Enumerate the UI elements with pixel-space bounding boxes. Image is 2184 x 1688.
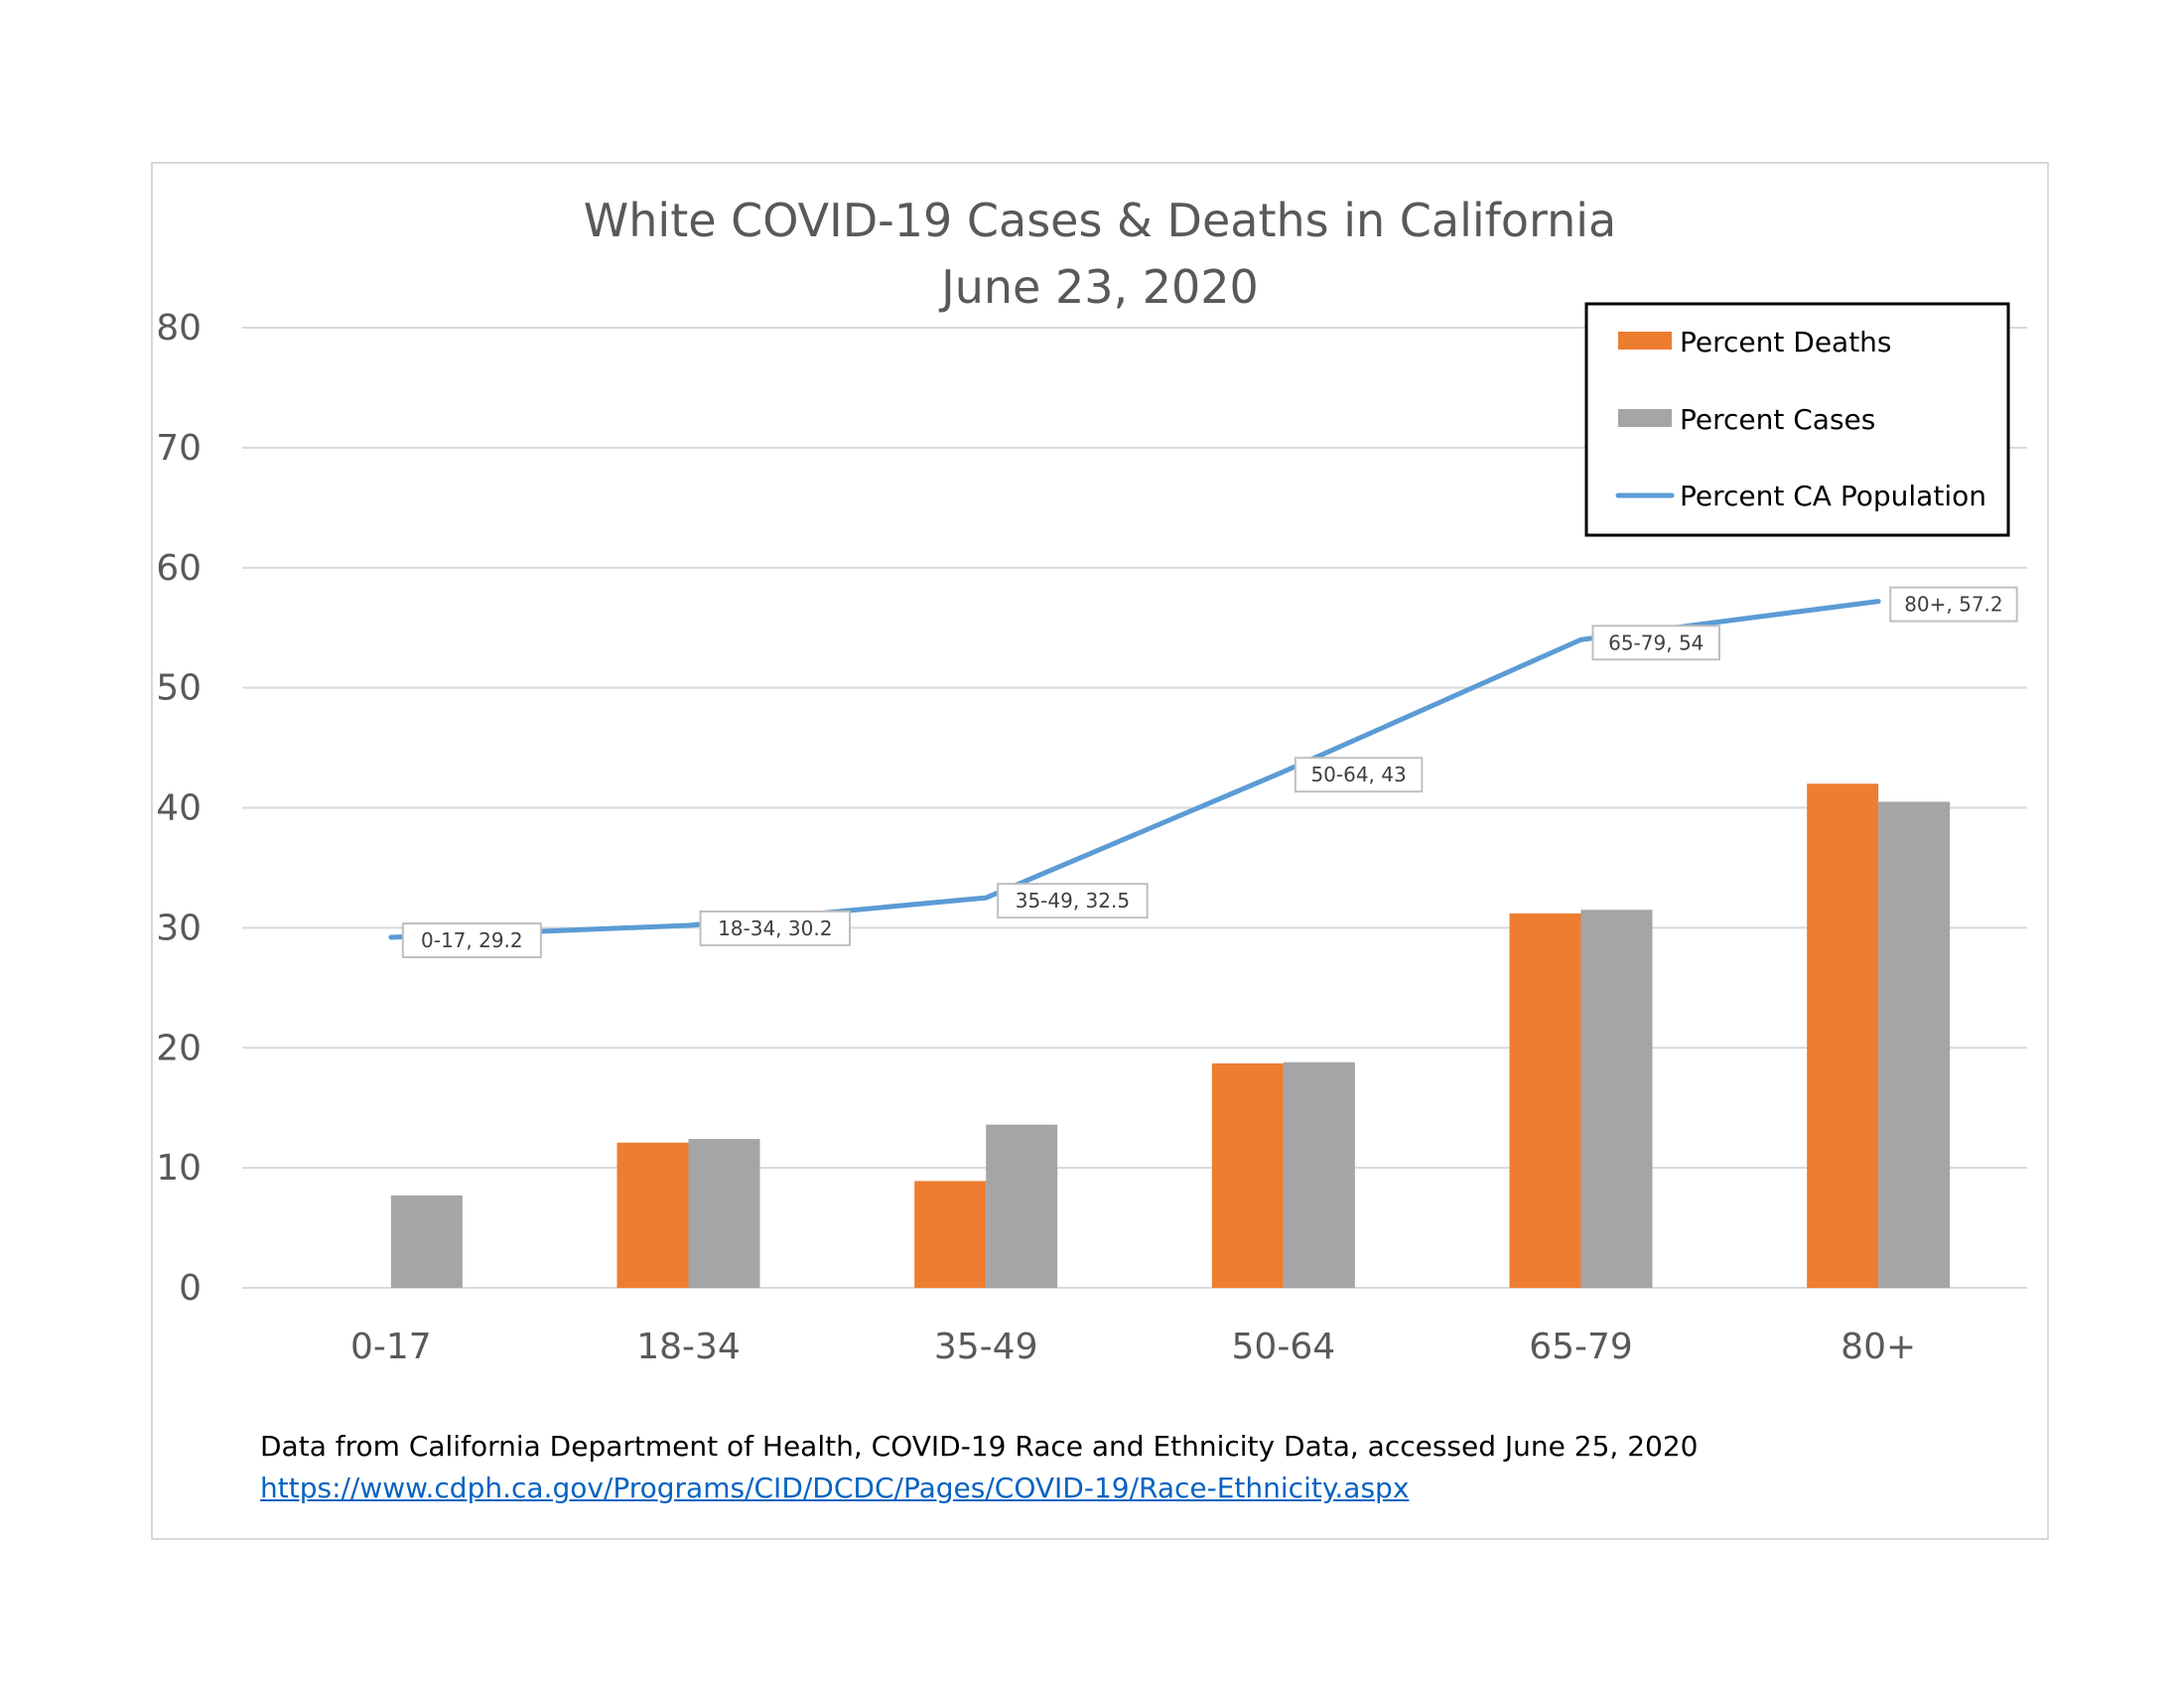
data-label: 50-64, 43 [1294, 757, 1424, 793]
chart-frame [151, 162, 2049, 1540]
bar-percent-cases [688, 1139, 760, 1288]
chart-title: White COVID-19 Cases & Deaths in Califor… [584, 194, 1616, 247]
data-label: 35-49, 32.5 [997, 883, 1149, 919]
source-note: Data from California Department of Healt… [260, 1426, 1698, 1509]
bar-percent-cases [1878, 801, 1951, 1288]
bar-percent-cases [390, 1195, 463, 1288]
legend: Percent Deaths Percent Cases Percent CA … [1584, 302, 2010, 537]
x-tick-label: 0-17 [350, 1327, 432, 1367]
chart-subtitle: June 23, 2020 [938, 260, 1259, 314]
data-label-text: 35-49, 32.5 [1016, 889, 1130, 913]
data-label-text: 80+, 57.2 [1904, 593, 2002, 617]
bar-percent-deaths [1211, 1062, 1284, 1288]
y-axis-ticks: 0 10 20 30 40 50 60 70 80 [156, 308, 202, 1309]
legend-swatch-cases [1618, 409, 1672, 427]
data-label: 18-34, 30.2 [699, 910, 851, 946]
bar-percent-deaths [914, 1181, 987, 1288]
source-text: Data from California Department of Healt… [260, 1430, 1699, 1463]
bar-percent-deaths [1807, 783, 1879, 1288]
legend-label-deaths: Percent Deaths [1680, 326, 1892, 358]
y-tick-label: 60 [156, 548, 202, 589]
x-tick-label: 80+ [1841, 1327, 1916, 1367]
y-tick-label: 80 [156, 308, 202, 349]
y-tick-label: 40 [156, 788, 202, 829]
x-tick-label: 35-49 [934, 1327, 1038, 1367]
data-label-text: 65-79, 54 [1608, 631, 1704, 654]
y-tick-label: 30 [156, 908, 202, 948]
x-tick-label: 18-34 [636, 1327, 741, 1367]
x-tick-label: 65-79 [1529, 1327, 1633, 1367]
data-label-box [997, 883, 1149, 919]
y-tick-label: 20 [156, 1028, 202, 1068]
gridlines [242, 327, 2027, 1289]
y-tick-label: 0 [179, 1268, 202, 1309]
data-label-text: 0-17, 29.2 [421, 928, 523, 952]
data-label-text: 50-64, 43 [1310, 763, 1406, 786]
bar-percent-deaths [1509, 913, 1581, 1288]
legend-label-cases: Percent Cases [1680, 403, 1875, 436]
data-label-box [1889, 586, 2018, 623]
y-tick-label: 50 [156, 668, 202, 709]
data-label: 65-79, 54 [1591, 625, 1720, 661]
bar-percent-cases [1283, 1061, 1355, 1288]
y-tick-label: 10 [156, 1148, 202, 1189]
data-label-box [699, 910, 851, 946]
source-link[interactable]: https://www.cdph.ca.gov/Programs/CID/DCD… [260, 1472, 1410, 1504]
data-label: 80+, 57.2 [1889, 586, 2018, 623]
data-label-callouts: 0-17, 29.2 18-34, 30.2 35-49, 32.5 50-64, 4… [401, 586, 2018, 959]
data-label: 0-17, 29.2 [401, 922, 542, 959]
bar-percent-deaths [616, 1142, 689, 1288]
data-label-box [1591, 625, 1720, 661]
bar-percent-cases [1580, 910, 1653, 1288]
x-axis-ticks: 0-17 18-34 35-49 50-64 65-79 80+ [350, 1327, 1916, 1367]
y-tick-label: 70 [156, 428, 202, 469]
bars [390, 783, 1951, 1288]
data-label-box [401, 922, 542, 959]
data-label-box [1294, 757, 1424, 793]
data-label-text: 18-34, 30.2 [718, 916, 832, 940]
legend-swatch-deaths [1618, 332, 1672, 350]
bar-percent-cases [986, 1124, 1058, 1288]
legend-label-population: Percent CA Population [1680, 480, 1986, 512]
x-tick-label: 50-64 [1232, 1327, 1336, 1367]
